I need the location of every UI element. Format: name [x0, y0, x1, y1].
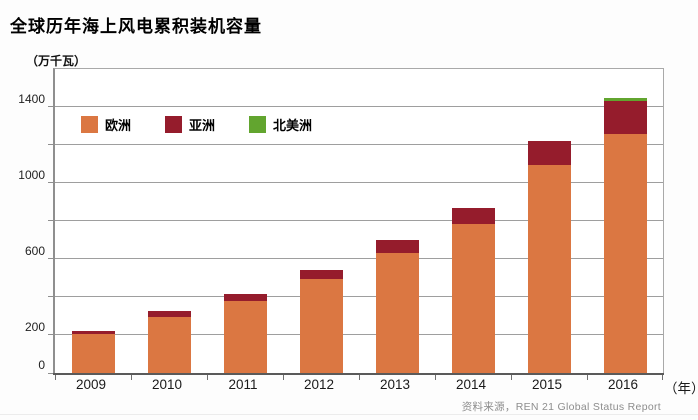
bar-segment-亚洲 — [71, 331, 115, 335]
x-tick-label: 2016 — [607, 377, 639, 392]
x-axis-tick — [131, 375, 132, 380]
gridline — [55, 182, 663, 183]
x-axis-tick — [283, 375, 284, 380]
y-tick-label: 1400 — [18, 92, 45, 106]
bottom-divider — [0, 414, 698, 415]
bar-group-2013 — [359, 69, 435, 373]
bar-segment-亚洲 — [451, 207, 495, 224]
legend-label: 北美洲 — [273, 118, 313, 133]
x-tick-label: 2012 — [303, 377, 335, 392]
legend-swatch-icon — [165, 116, 183, 133]
y-axis-tick — [48, 106, 55, 107]
x-axis-labels: 2009 2010 2011 2012 2013 2014 2015 2016 — [53, 377, 661, 392]
legend-item-亚洲: 亚洲 — [165, 115, 215, 134]
x-axis-tick — [587, 375, 588, 380]
x-axis-tick — [55, 375, 56, 380]
bar-group-2016 — [587, 69, 663, 373]
bar-segment-亚洲 — [603, 101, 647, 134]
bar-group-2009 — [55, 69, 131, 373]
bar-stack — [147, 311, 191, 373]
bar-segment-亚洲 — [375, 240, 419, 254]
x-axis-tick — [662, 375, 663, 380]
y-axis-tick — [48, 334, 55, 335]
y-axis-unit-label: （万千瓦） — [26, 54, 87, 68]
bar-stack — [375, 240, 419, 373]
bar-stack — [299, 270, 343, 373]
bar-segment-欧洲 — [527, 164, 571, 373]
x-axis-tick — [511, 375, 512, 380]
x-tick-label: 2013 — [379, 377, 411, 392]
chart-title: 全球历年海上风电累积装机容量 — [10, 17, 262, 36]
bar-stack — [71, 331, 115, 373]
bar-segment-欧洲 — [603, 133, 647, 373]
x-tick-label: 2010 — [151, 377, 183, 392]
y-axis-tick — [48, 182, 55, 183]
bar-stack — [527, 141, 571, 373]
bar-group-2010 — [131, 69, 207, 373]
x-tick-label: 2014 — [455, 377, 487, 392]
bar-stack — [603, 98, 647, 373]
legend-swatch-icon — [81, 116, 98, 133]
x-tick-label: 2011 — [228, 377, 258, 392]
gridline — [55, 220, 663, 221]
bar-group-2014 — [435, 69, 511, 373]
legend: 欧洲 亚洲 北美洲 — [81, 115, 312, 134]
legend-label: 亚洲 — [189, 118, 216, 133]
y-tick-label: 600 — [24, 244, 45, 258]
y-tick-label: 0 — [38, 358, 45, 372]
bars-container — [55, 69, 663, 373]
y-axis-tick — [48, 144, 55, 145]
legend-label: 欧洲 — [105, 118, 132, 133]
bar-group-2012 — [283, 69, 359, 373]
bar-group-2011 — [207, 69, 283, 373]
y-axis-tick — [48, 220, 55, 221]
bar-group-2015 — [511, 69, 587, 373]
x-axis-line — [53, 373, 664, 375]
bar-segment-亚洲 — [527, 141, 571, 165]
source-note: 资料来源，REN 21 Global Status Report — [461, 401, 661, 413]
bar-segment-欧洲 — [147, 316, 191, 373]
plot-area: 0 200 600 1000 1400 欧洲 亚洲 北美洲 — [18, 68, 664, 380]
bar-stack — [451, 207, 495, 373]
x-axis-tick — [435, 375, 436, 380]
bar-segment-亚洲 — [147, 311, 191, 317]
gridline — [55, 106, 663, 107]
y-axis-tick — [48, 258, 55, 259]
x-tick-label: 2009 — [75, 377, 107, 392]
bar-segment-欧洲 — [299, 278, 343, 373]
gridline — [55, 296, 663, 297]
y-axis-tick — [48, 373, 55, 374]
x-axis-tick — [207, 375, 208, 380]
legend-item-北美洲: 北美洲 — [249, 115, 312, 134]
bar-segment-亚洲 — [299, 270, 343, 279]
bar-segment-北美洲 — [603, 98, 647, 102]
y-tick-label: 1000 — [18, 168, 45, 182]
legend-swatch-icon — [249, 116, 267, 133]
gridline — [55, 258, 663, 259]
x-axis-tick — [359, 375, 360, 380]
bar-segment-亚洲 — [223, 294, 267, 301]
bar-segment-欧洲 — [375, 253, 419, 373]
y-tick-label: 200 — [24, 320, 45, 334]
y-axis-tick — [48, 296, 55, 297]
x-axis-unit-label: （年） — [664, 381, 698, 396]
gridline — [55, 144, 663, 145]
x-tick-label: 2015 — [531, 377, 563, 392]
legend-item-欧洲: 欧洲 — [81, 115, 131, 134]
bar-segment-欧洲 — [223, 300, 267, 373]
bar-segment-欧洲 — [71, 334, 115, 373]
bar-segment-欧洲 — [451, 223, 495, 373]
bar-stack — [223, 294, 267, 373]
gridline — [55, 334, 663, 335]
